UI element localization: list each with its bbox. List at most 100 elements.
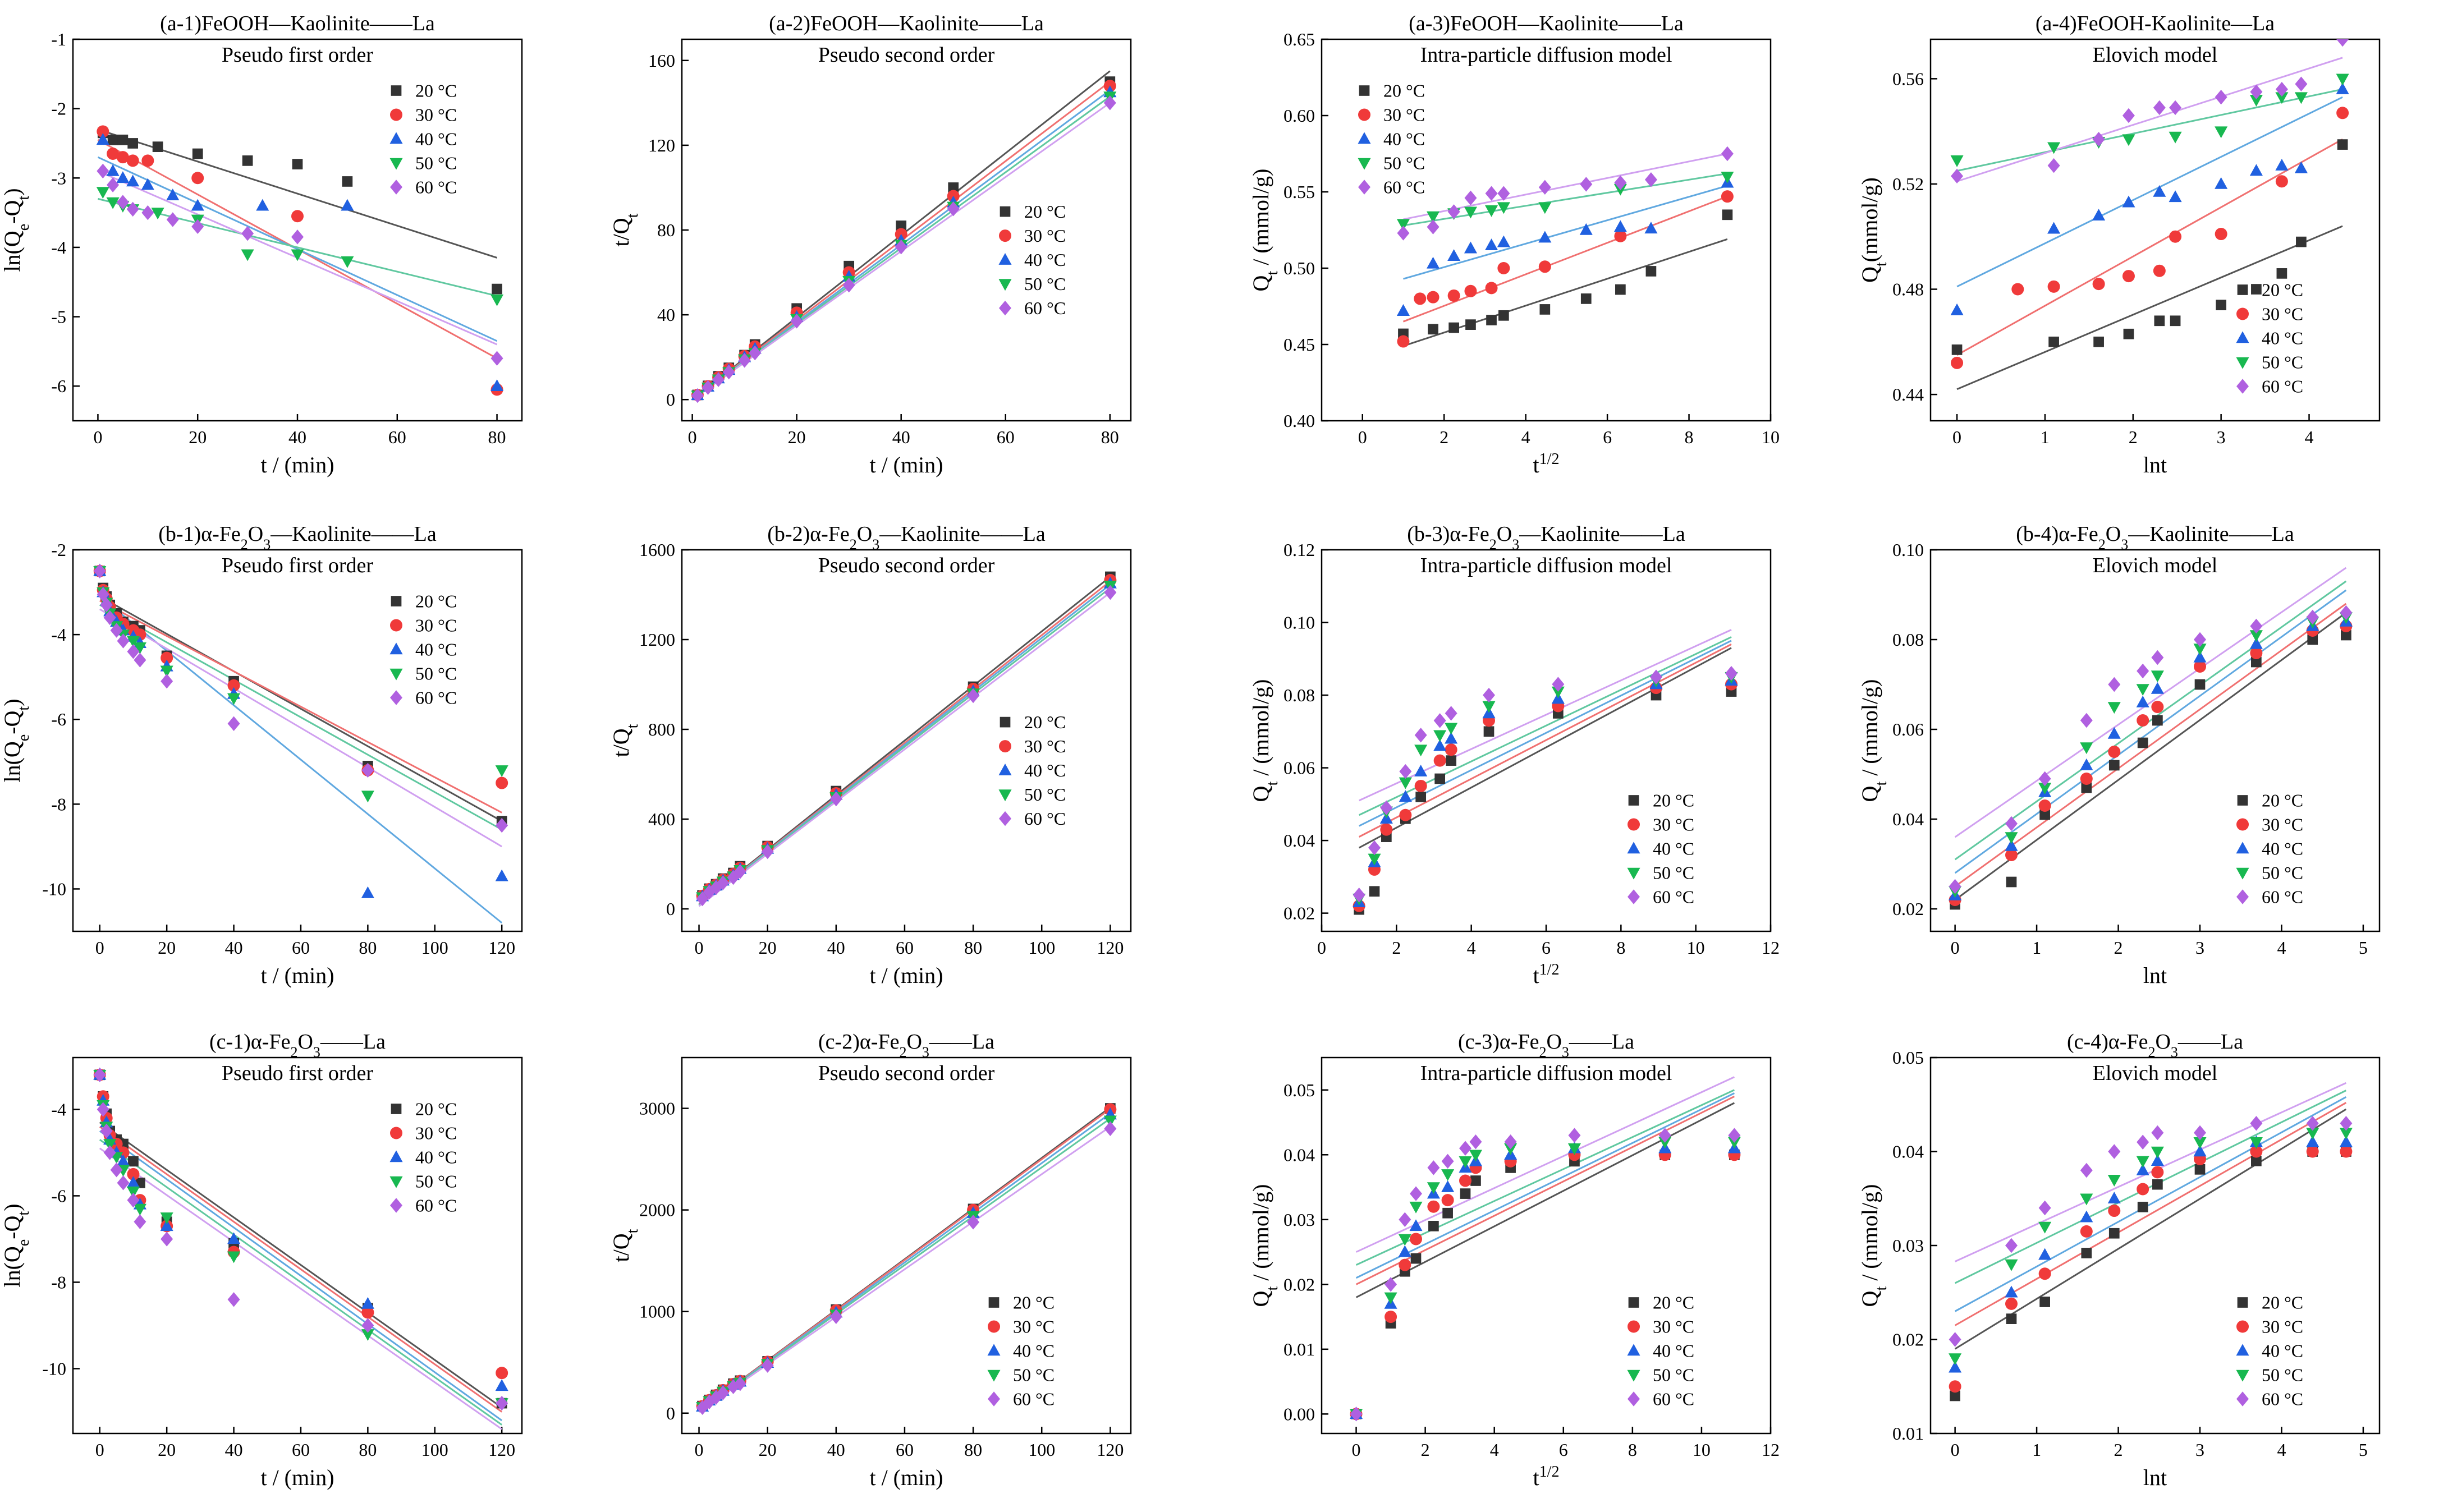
data-point: [126, 1186, 140, 1198]
y-tick-label: 0.08: [1283, 685, 1315, 705]
legend-entry: 60 °C: [1024, 298, 1066, 318]
x-tick-label: 60: [997, 427, 1015, 447]
legend-marker: [391, 85, 402, 96]
data-point: [2336, 82, 2349, 94]
data-point: [2151, 1146, 2164, 1159]
data-point: [2038, 1221, 2052, 1234]
x-tick-label: 0: [688, 427, 697, 447]
data-point: [1414, 744, 1428, 757]
data-point: [1504, 1134, 1517, 1150]
x-tick-label: 4: [1490, 1440, 1499, 1460]
data-point: [242, 155, 253, 166]
data-point: [727, 1379, 740, 1394]
data-point: [1580, 293, 1592, 304]
y-tick-label: -10: [42, 879, 66, 899]
legend-entry: 60 °C: [1653, 887, 1694, 907]
data-point: [2005, 1238, 2018, 1253]
data-point: [1410, 1186, 1422, 1201]
x-tick-label: 80: [359, 1440, 377, 1460]
data-point: [2092, 278, 2105, 291]
fit-line-5: [1954, 567, 2347, 838]
data-point: [1658, 1137, 1672, 1149]
data-point: [1615, 284, 1626, 295]
data-point: [141, 154, 154, 167]
chart-panel-a4: 0 1 2 3 4 0.44 0.48 0.52 0.56 (a-4)FeOOH-Kaolinit…: [1857, 12, 2381, 477]
data-point: [361, 886, 374, 898]
y-axis-label: Qt / (mmol/g): [1248, 679, 1281, 802]
chart-panel-b1: 0 20 40 60 80 100 120 -10 -8 -6 -4 -2 (b-1)α-Fe2O3—K…: [0, 522, 523, 988]
x-axis-label: t / (min): [260, 1465, 334, 1490]
x-axis-label: t / (min): [869, 963, 943, 988]
data-point: [1399, 777, 1412, 789]
y-tick-label: 1600: [639, 540, 675, 560]
y-tick-label: 0.02: [1283, 1274, 1315, 1294]
data-point: [107, 134, 118, 145]
legend-marker: [2236, 818, 2249, 831]
data-point: [1399, 1258, 1411, 1271]
data-point: [2251, 1155, 2262, 1166]
data-point: [2136, 1163, 2149, 1175]
data-point: [2251, 284, 2262, 295]
data-point: [2080, 742, 2093, 755]
x-tick-label: 60: [292, 937, 310, 958]
data-point: [2080, 713, 2093, 728]
data-point: [2193, 1137, 2207, 1149]
x-tick-label: 40: [288, 427, 306, 447]
data-point: [134, 652, 146, 668]
data-point: [1538, 231, 1552, 243]
data-point: [1485, 186, 1498, 201]
legend-marker: [2236, 1320, 2249, 1333]
x-tick-label: 0: [1951, 937, 1960, 958]
chart-title: (b-2)α-Fe2O3—Kaolinite——La: [767, 522, 1046, 553]
data-point: [2107, 1174, 2121, 1187]
legend-entry: 50 °C: [415, 664, 457, 684]
legend: 20 °C 30 °C 40 °C 50 °C 60 °C: [2236, 1293, 2303, 1409]
x-tick-label: 0: [1952, 427, 1961, 447]
x-tick-label: 2: [2129, 427, 2138, 447]
chart-title: (c-1)α-Fe2O3——La: [209, 1030, 386, 1060]
y-tick-label: -6: [51, 709, 66, 729]
data-point: [1483, 687, 1495, 703]
data-point: [1448, 322, 1459, 333]
plot-frame: [1321, 38, 1772, 422]
data-point: [1949, 1361, 1962, 1373]
data-point: [2250, 1145, 2263, 1158]
data-point: [2039, 1297, 2050, 1307]
y-tick-label: 0.10: [1283, 613, 1315, 633]
data-point: [1385, 1311, 1397, 1323]
data-point: [1433, 754, 1446, 767]
y-tick-label: 0: [666, 389, 675, 410]
data-point: [191, 199, 204, 211]
data-point: [292, 159, 303, 169]
x-tick-label: 1: [2032, 937, 2041, 958]
fit-line-2: [1954, 1102, 2347, 1326]
legend-entry: 20 °C: [415, 81, 457, 101]
data-point: [2122, 108, 2135, 123]
legend-marker: [998, 279, 1012, 291]
legend: 20 °C 30 °C 40 °C 50 °C 60 °C: [2236, 791, 2303, 907]
x-axis-label: lnt: [2143, 1465, 2167, 1490]
data-point: [2107, 727, 2121, 739]
fit-line-3: [97, 156, 498, 342]
x-tick-label: 80: [488, 427, 506, 447]
legend-entry: 50 °C: [1653, 863, 1694, 883]
legend-entry: 40 °C: [2262, 328, 2303, 348]
x-tick-label: 0: [95, 1440, 104, 1460]
data-point: [1398, 1245, 1411, 1257]
x-tick-label: 10: [1693, 1440, 1711, 1460]
data-point: [490, 351, 503, 366]
plot-frame: [1929, 1056, 2381, 1435]
fit-line-1: [1355, 1102, 1735, 1298]
plot-frame: [681, 1056, 1132, 1435]
y-axis-label: ln(Qe-Qt): [0, 1203, 33, 1287]
data-point: [2039, 809, 2050, 820]
data-point: [2122, 134, 2135, 146]
data-point: [2005, 816, 2018, 831]
y-tick-label: -8: [51, 1272, 66, 1292]
x-tick-label: 2: [1392, 937, 1401, 958]
data-point: [241, 226, 254, 241]
data-point: [2215, 126, 2228, 139]
data-point: [1414, 779, 1427, 792]
legend: 20 °C 30 °C 40 °C 50 °C 60 °C: [389, 1099, 457, 1216]
data-point: [361, 762, 374, 778]
